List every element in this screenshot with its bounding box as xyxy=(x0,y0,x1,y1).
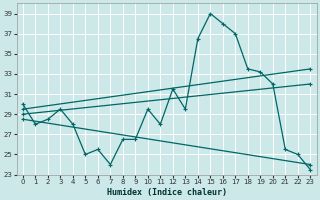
X-axis label: Humidex (Indice chaleur): Humidex (Indice chaleur) xyxy=(107,188,227,197)
